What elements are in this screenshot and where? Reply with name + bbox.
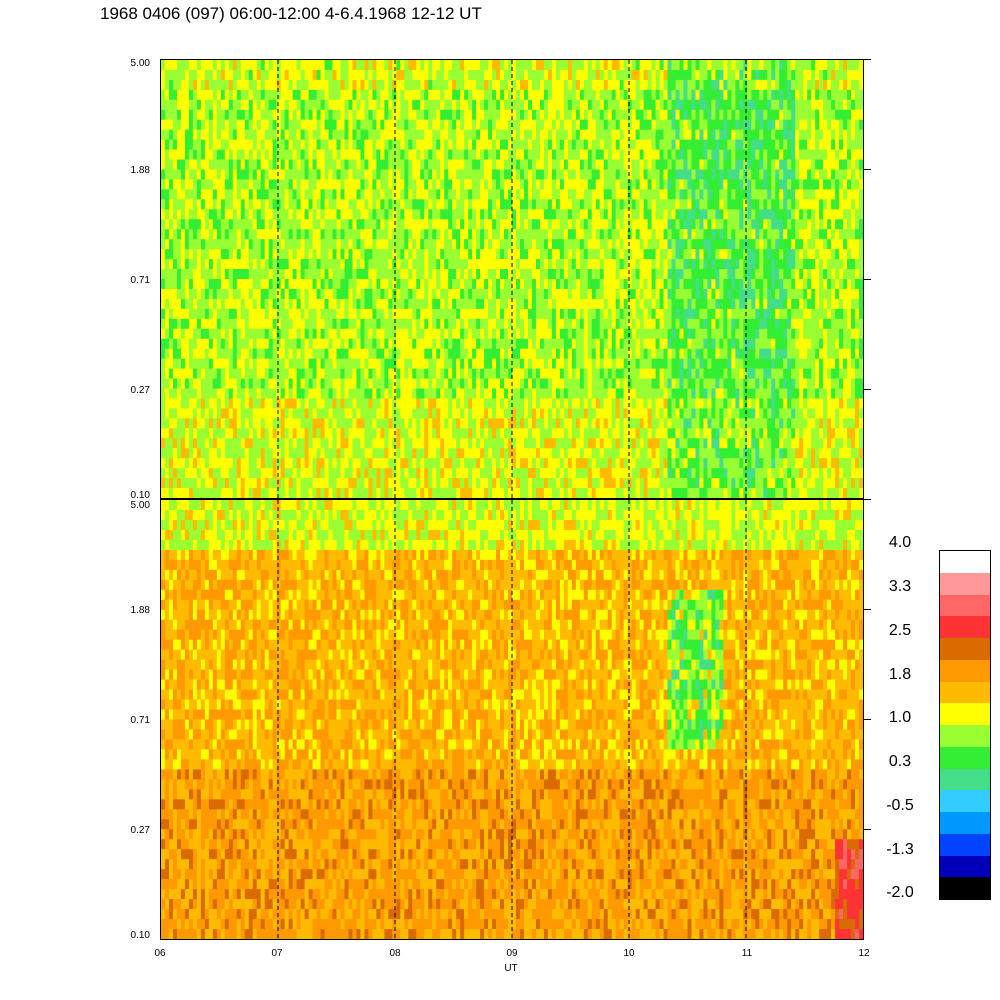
- right-tick: [864, 169, 871, 170]
- bottom-y-tick-label: 1.88: [130, 605, 150, 616]
- x-tick-label: 07: [271, 948, 283, 959]
- colorbar-label: 3.3: [888, 578, 912, 595]
- colorbar-segment: [940, 833, 990, 856]
- bottom-spectrogram: [161, 500, 863, 939]
- top-y-tick-label: 0.27: [130, 385, 150, 396]
- colorbar: [939, 550, 991, 900]
- x-tick-label: 10: [623, 948, 635, 959]
- colorbar-label: 1.0: [888, 709, 912, 726]
- right-tick: [864, 609, 871, 610]
- colorbar-segment: [940, 790, 990, 812]
- right-tick: [864, 719, 871, 720]
- bottom-spectrogram-panel: [160, 499, 864, 940]
- colorbar-segment: [940, 638, 990, 660]
- colorbar-label: -2.0: [886, 884, 914, 901]
- top-y-tick-label: 5.00: [130, 58, 150, 69]
- x-tick-label: 11: [741, 948, 753, 959]
- colorbar-label: -0.5: [886, 797, 914, 814]
- bottom-y-tick-label: 0.71: [130, 715, 150, 726]
- colorbar-label: 0.3: [888, 753, 912, 770]
- colorbar-segment: [940, 616, 990, 638]
- x-tick-label: 12: [858, 948, 870, 959]
- x-tick-label: 08: [389, 948, 401, 959]
- colorbar-segment: [940, 746, 990, 769]
- bottom-y-tick-label: 0.10: [130, 930, 150, 941]
- colorbar-segment: [940, 877, 990, 899]
- colorbar-segment: [940, 681, 990, 704]
- right-tick: [864, 279, 871, 280]
- colorbar-segment: [940, 703, 990, 725]
- colorbar-segment: [940, 551, 990, 573]
- top-y-tick-label: 0.10: [130, 490, 150, 501]
- colorbar-segment: [940, 855, 990, 878]
- right-tick: [864, 389, 871, 390]
- colorbar-label: 4.0: [888, 534, 912, 551]
- top-y-tick-label: 0.71: [130, 275, 150, 286]
- colorbar-label: 1.8: [888, 666, 912, 683]
- plot-title: 1968 0406 (097) 06:00-12:00 4-6.4.1968 1…: [100, 4, 482, 23]
- x-axis-title: UT: [504, 963, 518, 974]
- colorbar-segment: [940, 572, 990, 595]
- x-tick-label: 09: [506, 948, 518, 959]
- colorbar-label: -1.3: [886, 841, 914, 858]
- x-tick-label: 06: [154, 948, 166, 959]
- colorbar-segment: [940, 594, 990, 617]
- right-tick: [864, 499, 871, 500]
- top-y-tick-label: 1.88: [130, 165, 150, 176]
- colorbar-label: 2.5: [888, 622, 912, 639]
- colorbar-segment: [940, 812, 990, 834]
- top-spectrogram: [161, 60, 863, 498]
- colorbar-segment: [940, 768, 990, 791]
- top-spectrogram-panel: [160, 59, 864, 499]
- colorbar-segment: [940, 725, 990, 747]
- bottom-y-tick-label: 5.00: [130, 500, 150, 511]
- colorbar-segment: [940, 659, 990, 682]
- right-tick: [864, 829, 871, 830]
- right-tick: [864, 59, 871, 60]
- bottom-y-tick-label: 0.27: [130, 825, 150, 836]
